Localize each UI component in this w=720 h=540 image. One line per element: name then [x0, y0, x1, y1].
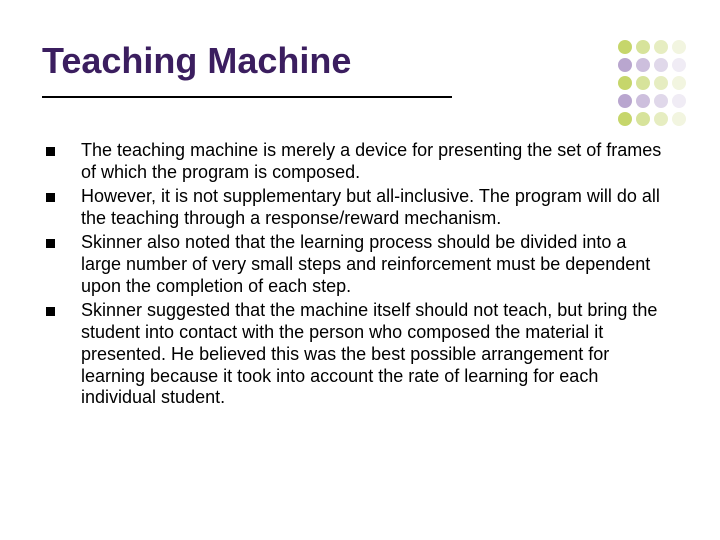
decoration-dot	[618, 40, 632, 54]
list-item-text: The teaching machine is merely a device …	[81, 140, 666, 184]
decoration-dot	[672, 94, 686, 108]
title-underline	[42, 96, 452, 98]
list-item: Skinner also noted that the learning pro…	[46, 232, 666, 298]
slide: Teaching Machine The teaching machine is…	[0, 0, 720, 540]
decoration-dot	[636, 58, 650, 72]
decoration-dot	[672, 76, 686, 90]
decoration-dots	[618, 40, 686, 126]
decoration-dot	[672, 58, 686, 72]
slide-title: Teaching Machine	[42, 40, 351, 82]
decoration-dot	[636, 76, 650, 90]
decoration-dot	[618, 58, 632, 72]
bullet-icon	[46, 147, 55, 156]
list-item: Skinner suggested that the machine itsel…	[46, 300, 666, 410]
decoration-dot	[654, 94, 668, 108]
decoration-dot	[618, 76, 632, 90]
bullet-list: The teaching machine is merely a device …	[46, 140, 666, 411]
decoration-dot	[654, 76, 668, 90]
decoration-dot	[618, 94, 632, 108]
decoration-dot	[636, 40, 650, 54]
decoration-dot	[636, 94, 650, 108]
list-item-text: Skinner suggested that the machine itsel…	[81, 300, 666, 410]
decoration-dot	[618, 112, 632, 126]
list-item: However, it is not supplementary but all…	[46, 186, 666, 230]
bullet-icon	[46, 239, 55, 248]
decoration-dot	[636, 112, 650, 126]
list-item: The teaching machine is merely a device …	[46, 140, 666, 184]
decoration-dot	[672, 40, 686, 54]
decoration-dot	[654, 58, 668, 72]
decoration-dot	[654, 112, 668, 126]
decoration-dot	[672, 112, 686, 126]
list-item-text: However, it is not supplementary but all…	[81, 186, 666, 230]
list-item-text: Skinner also noted that the learning pro…	[81, 232, 666, 298]
bullet-icon	[46, 307, 55, 316]
decoration-dot	[654, 40, 668, 54]
bullet-icon	[46, 193, 55, 202]
